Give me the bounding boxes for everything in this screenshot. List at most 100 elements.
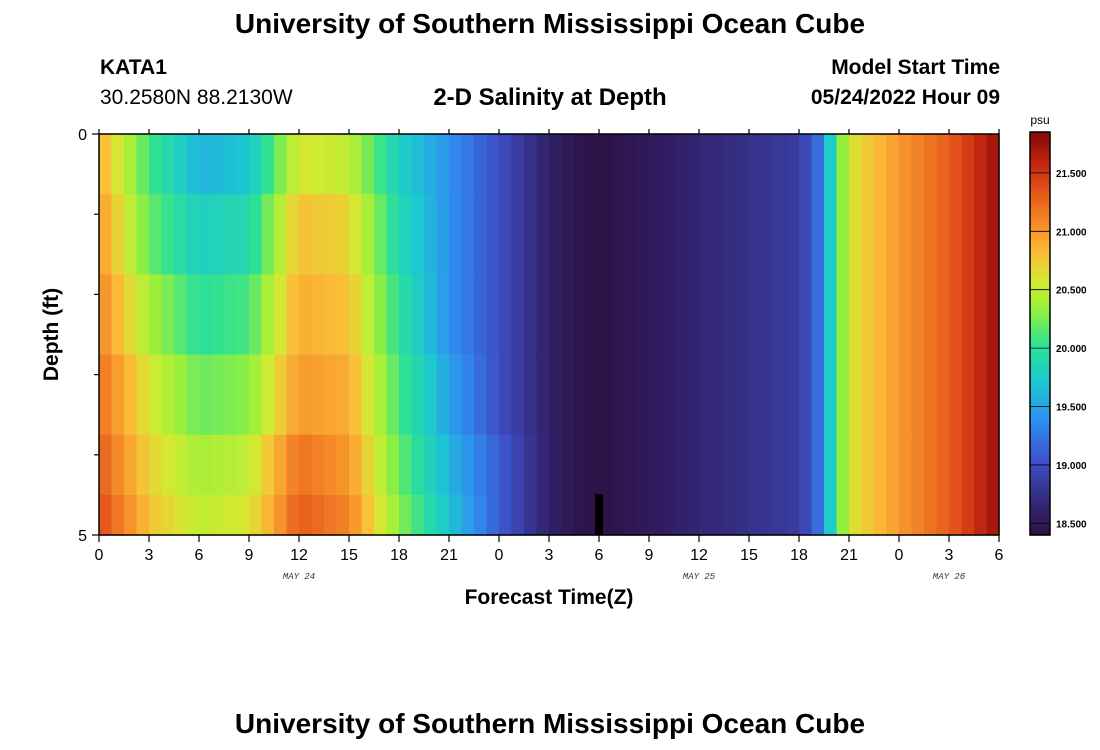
heatmap-cell [161, 494, 175, 536]
x-tick-label: 18 [390, 547, 408, 564]
heatmap-cell [624, 134, 638, 195]
heatmap-cell [274, 494, 288, 536]
heatmap-cell [636, 354, 650, 436]
heatmap-cell [611, 134, 625, 195]
colorbar-segment [1030, 498, 1050, 503]
heatmap-cell [986, 134, 1000, 195]
heatmap-cell [174, 494, 188, 536]
heatmap-cell [749, 274, 763, 356]
heatmap-cell [724, 134, 738, 195]
heatmap-cell [474, 354, 488, 436]
heatmap-cell [486, 354, 500, 436]
heatmap-cell [899, 134, 913, 195]
heatmap-cell [986, 354, 1000, 436]
heatmap-cell [711, 194, 725, 275]
heatmap-cell [286, 354, 300, 436]
heatmap-cell [436, 134, 450, 195]
heatmap-cell [374, 354, 388, 436]
heatmap-cell [686, 354, 700, 436]
x-tick-label: 0 [895, 547, 904, 564]
heatmap-cell [374, 134, 388, 195]
heatmap-cell [986, 494, 1000, 536]
colorbar-segment [1030, 474, 1050, 479]
heatmap-cell [711, 274, 725, 356]
heatmap-cell [586, 274, 600, 356]
colorbar-segment [1030, 434, 1050, 439]
colorbar-segment [1030, 487, 1050, 492]
heatmap-cell [961, 194, 975, 275]
colorbar-segment [1030, 387, 1050, 392]
heatmap-cell [149, 494, 163, 536]
heatmap-cell [811, 134, 825, 195]
colorbar-segment [1030, 330, 1050, 335]
colorbar-segment [1030, 162, 1050, 167]
heatmap-cell [736, 274, 750, 356]
heatmap-cell [274, 274, 288, 356]
colorbar-segment [1030, 189, 1050, 194]
colorbar-segment [1030, 340, 1050, 345]
heatmap-cell [486, 134, 500, 195]
station-coordinates: 30.2580N 88.2130W [100, 86, 293, 109]
heatmap-cell [474, 494, 488, 536]
heatmap-cell [961, 134, 975, 195]
heatmap-cell [161, 434, 175, 496]
x-tick-label: 0 [95, 547, 104, 564]
heatmap-cell [299, 354, 313, 436]
chart-subtitle: 2-D Salinity at Depth [433, 84, 667, 111]
heatmap-cell [149, 194, 163, 275]
heatmap-cell [511, 274, 525, 356]
heatmap-cell [536, 434, 550, 496]
colorbar-segment [1030, 239, 1050, 244]
colorbar-segment [1030, 461, 1050, 466]
heatmap-cell [899, 434, 913, 496]
heatmap-cell [811, 434, 825, 496]
colorbar-segment [1030, 417, 1050, 422]
heatmap-cell [974, 434, 988, 496]
heatmap-cell [374, 494, 388, 536]
x-axis-label: Forecast Time(Z) [465, 586, 634, 609]
colorbar-segment [1030, 246, 1050, 251]
heatmap-cell [874, 434, 888, 496]
heatmap-cell [111, 354, 125, 436]
heatmap-cell [711, 494, 725, 536]
heatmap-cell [561, 274, 575, 356]
colorbar-segment [1030, 279, 1050, 284]
heatmap-cell [249, 194, 263, 275]
heatmap-cell [611, 434, 625, 496]
heatmap-cell [736, 354, 750, 436]
heatmap-cell [911, 194, 925, 275]
heatmap-cell [649, 494, 663, 536]
heatmap-cell [961, 494, 975, 536]
heatmap-cell [199, 274, 213, 356]
heatmap-cell [449, 494, 463, 536]
colorbar-segment [1030, 501, 1050, 506]
heatmap-cell [399, 494, 413, 536]
heatmap-cell [849, 354, 863, 436]
colorbar-segment [1030, 283, 1050, 288]
heatmap-cell [786, 134, 800, 195]
date-label: MAY 25 [683, 572, 716, 582]
colorbar-segment [1030, 252, 1050, 257]
colorbar-segment [1030, 269, 1050, 274]
heatmap-cell [749, 354, 763, 436]
heatmap-cell [686, 194, 700, 275]
x-tick-label: 12 [690, 547, 708, 564]
heatmap-cell [336, 354, 350, 436]
colorbar-segment [1030, 467, 1050, 472]
heatmap-cell [699, 194, 713, 275]
colorbar-tick-label: 18.500 [1056, 519, 1087, 530]
heatmap-cell [524, 354, 538, 436]
heatmap-cell [611, 494, 625, 536]
heatmap-cell [199, 354, 213, 436]
colorbar-tick-label: 21.000 [1056, 227, 1087, 238]
heatmap-cell [399, 194, 413, 275]
heatmap-cell [349, 274, 363, 356]
heatmap-cell [924, 194, 938, 275]
heatmap-cell [711, 354, 725, 436]
x-tick-label: 0 [495, 547, 504, 564]
heatmap-cell [874, 194, 888, 275]
heatmap-cell [574, 194, 588, 275]
heatmap-cell [586, 194, 600, 275]
heatmap-cell [99, 354, 113, 436]
